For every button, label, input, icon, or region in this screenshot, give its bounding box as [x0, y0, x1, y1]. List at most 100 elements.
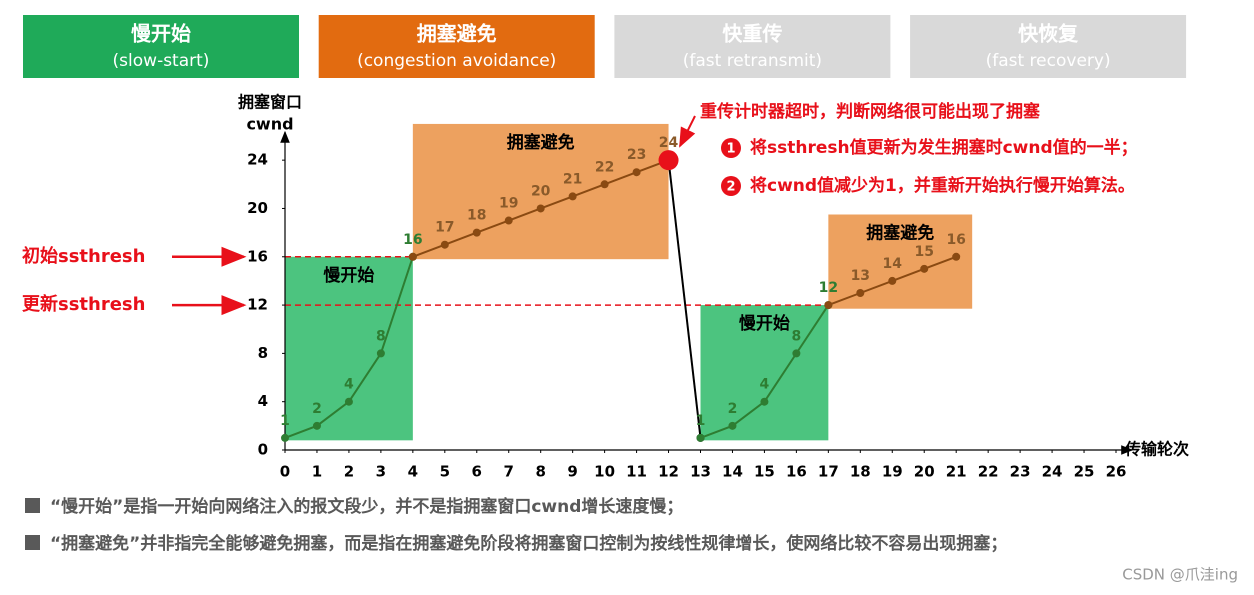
phase-box — [318, 15, 595, 78]
x-tick-label: 13 — [690, 463, 711, 481]
x-tick-label: 17 — [818, 463, 839, 481]
data-point — [600, 180, 609, 189]
data-point — [504, 216, 513, 225]
phase-region — [285, 256, 413, 441]
data-label: 8 — [792, 328, 802, 344]
data-point — [632, 168, 641, 177]
data-label: 4 — [760, 377, 770, 393]
data-point — [952, 252, 961, 261]
data-label: 14 — [883, 256, 903, 272]
data-label: 12 — [819, 280, 838, 296]
data-label: 20 — [531, 183, 551, 199]
x-tick-label: 14 — [722, 463, 743, 481]
step-badge — [721, 176, 741, 196]
phase-box — [910, 15, 1187, 78]
y-axis-label: cwnd — [246, 115, 293, 134]
phase-subtitle: (fast retransmit) — [683, 51, 822, 71]
data-label: 2 — [312, 401, 322, 417]
callout-arrow — [679, 115, 696, 148]
watermark: CSDN @爪洼ing — [1122, 566, 1238, 584]
data-label: 1 — [280, 413, 290, 429]
bullet — [25, 498, 40, 513]
step-number: 2 — [726, 180, 735, 195]
x-tick-label: 26 — [1106, 463, 1127, 481]
x-tick-label: 1 — [312, 463, 322, 481]
x-tick-label: 15 — [754, 463, 775, 481]
series-line — [667, 160, 702, 439]
x-tick-label: 21 — [946, 463, 967, 481]
phase-header: 慢开始 (slow-start) 拥塞避免 (congestion avoidance… — [23, 15, 1187, 78]
x-tick-label: 20 — [914, 463, 935, 481]
data-label: 15 — [914, 244, 933, 260]
x-tick-label: 23 — [1010, 463, 1031, 481]
x-tick-label: 12 — [658, 463, 679, 481]
x-tick-label: 18 — [850, 463, 871, 481]
x-tick-label: 2 — [344, 463, 354, 481]
y-tick-label: 20 — [247, 199, 268, 217]
data-label: 16 — [403, 232, 422, 248]
x-tick-label: 7 — [504, 463, 514, 481]
x-tick-label: 4 — [408, 463, 418, 481]
phase-subtitle: (slow-start) — [113, 51, 210, 71]
data-point — [281, 433, 289, 442]
data-point — [888, 276, 897, 285]
x-tick-label: 3 — [376, 463, 386, 481]
phase-subtitle: (congestion avoidance) — [357, 51, 556, 71]
data-point — [472, 228, 481, 237]
step-badge — [721, 138, 741, 158]
y-tick-label: 12 — [247, 296, 268, 314]
data-label: 2 — [728, 401, 738, 417]
region-label: 慢开始 — [323, 265, 374, 286]
data-point — [312, 421, 321, 430]
region-label: 慢开始 — [739, 313, 790, 334]
data-label: 17 — [435, 220, 454, 236]
x-tick-label: 6 — [472, 463, 482, 481]
x-tick-label: 8 — [535, 463, 545, 481]
phase-region — [412, 123, 669, 260]
data-point — [792, 349, 801, 358]
data-point — [856, 289, 865, 297]
data-point — [376, 349, 385, 358]
callout-title: 重传计时器超时，判断网络很可能出现了拥塞 — [700, 101, 1041, 122]
data-label: 13 — [851, 268, 870, 284]
step-text: 将cwnd值减少为1，并重新开始执行慢开始算法。 — [750, 175, 1135, 196]
data-label: 16 — [946, 232, 965, 248]
data-point — [440, 240, 449, 249]
threshold-label: 初始ssthresh — [22, 245, 145, 267]
phase-title: 慢开始 — [131, 22, 191, 46]
phase-subtitle: (fast recovery) — [986, 51, 1111, 71]
data-point — [760, 397, 769, 406]
y-tick-label: 4 — [258, 392, 268, 410]
footnote: “拥塞避免”并非指完全能够避免拥塞，而是指在拥塞避免阶段将拥塞窗口控制为按线性规… — [50, 533, 1007, 554]
y-axis-label: 拥塞窗口 — [238, 93, 302, 112]
data-label: 19 — [499, 196, 518, 212]
data-point — [536, 204, 545, 213]
data-label: 22 — [595, 159, 614, 175]
threshold-label: 更新ssthresh — [22, 293, 145, 315]
region-label: 拥塞避免 — [507, 132, 575, 153]
y-tick-label: 0 — [258, 441, 268, 459]
data-point — [696, 433, 705, 442]
x-tick-label: 16 — [786, 463, 807, 481]
data-label: 23 — [627, 147, 646, 163]
y-tick-label: 24 — [247, 151, 268, 169]
timeout-marker — [658, 150, 679, 171]
x-tick-label: 11 — [626, 463, 647, 481]
x-tick-label: 9 — [567, 463, 577, 481]
data-point — [568, 192, 577, 201]
data-label: 8 — [376, 328, 386, 344]
phase-region — [828, 214, 973, 309]
data-point — [920, 264, 929, 273]
data-label: 4 — [344, 377, 354, 393]
phase-title: 快重传 — [722, 22, 782, 46]
x-axis-label: 传输轮次 — [1124, 440, 1189, 459]
phase-title: 拥塞避免 — [417, 22, 497, 46]
data-point — [728, 421, 737, 430]
footnote: “慢开始”是指一开始向网络注入的报文段少，并不是指拥塞窗口cwnd增长速度慢； — [50, 496, 683, 517]
x-tick-label: 10 — [594, 463, 615, 481]
phase-title: 快恢复 — [1018, 22, 1079, 46]
data-label: 21 — [563, 171, 582, 187]
x-tick-label: 24 — [1042, 463, 1063, 481]
